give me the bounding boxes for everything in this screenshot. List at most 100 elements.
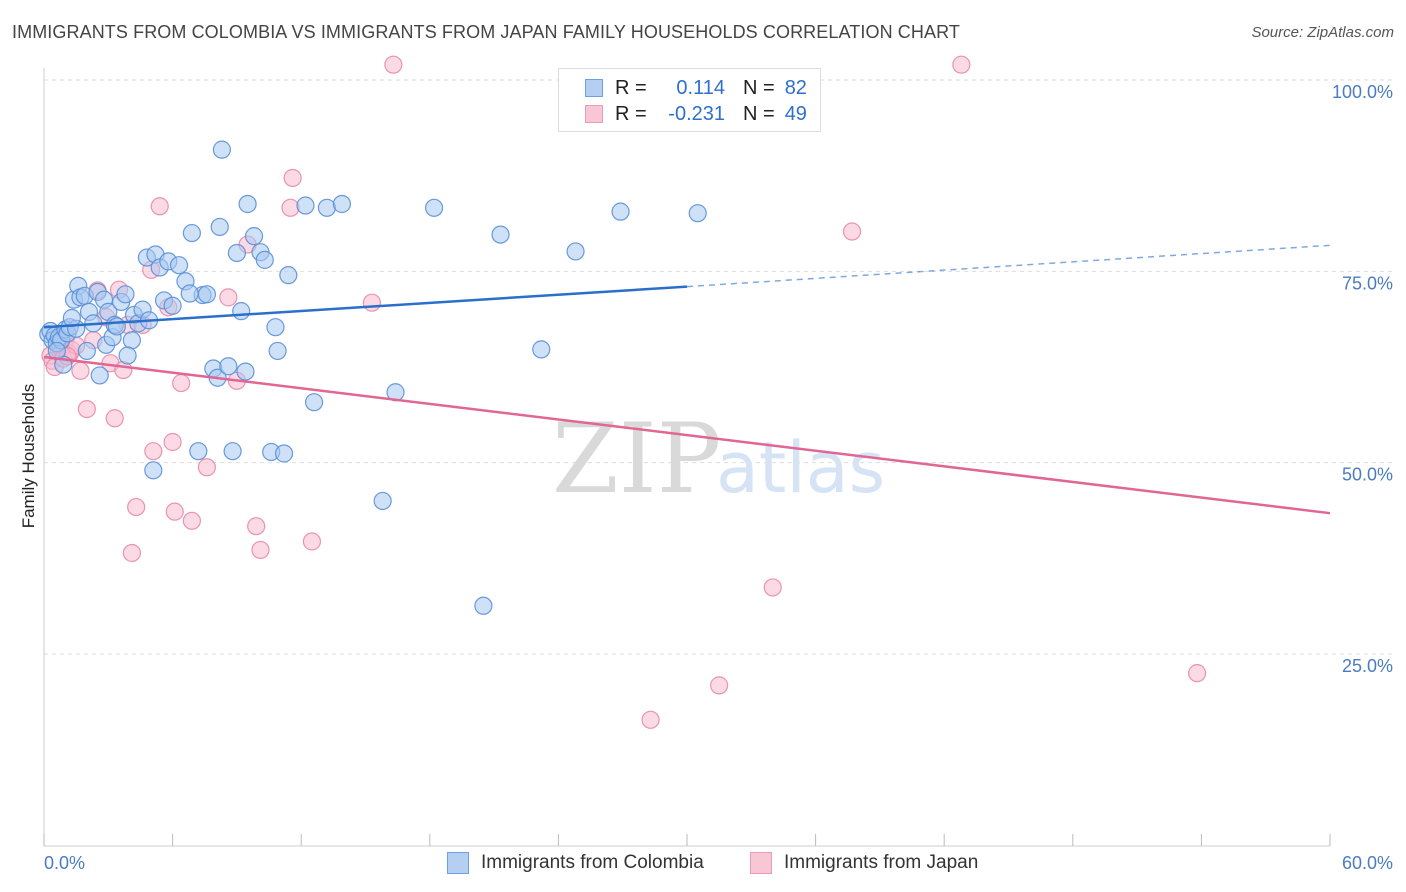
watermark: ZIP atlas — [552, 403, 885, 515]
chart-source: Source: ZipAtlas.com — [1251, 24, 1394, 41]
y-tick-label: 25.0% — [1342, 656, 1393, 676]
data-point — [71, 361, 90, 380]
data-point — [317, 198, 337, 217]
y-tick-label: 100.0% — [1332, 82, 1393, 102]
data-point — [77, 341, 96, 361]
data-point — [163, 432, 182, 452]
series-legend: Immigrants from Colombia Immigrants from… — [0, 852, 1406, 878]
data-point — [304, 393, 324, 412]
gridlines — [44, 79, 1392, 655]
data-point — [296, 196, 315, 215]
data-point — [611, 202, 630, 221]
data-point — [223, 442, 242, 461]
data-point — [362, 293, 382, 312]
data-point — [144, 461, 163, 480]
data-point — [77, 399, 96, 419]
data-point — [107, 317, 126, 336]
data-point — [182, 223, 201, 243]
data-point — [302, 532, 322, 551]
data-point — [255, 250, 274, 269]
trendlines — [43, 244, 1331, 515]
data-point — [169, 256, 189, 275]
data-point — [268, 341, 287, 361]
data-point — [283, 168, 302, 188]
data-point — [251, 540, 270, 560]
data-point — [566, 242, 585, 261]
legend-n-label: N = — [743, 76, 775, 99]
y-axis-label: Family Households — [19, 384, 38, 529]
tick-labels: 25.0% 50.0% 75.0% 100.0% 0.0% 60.0% — [44, 82, 1393, 873]
legend-swatch-japan — [585, 105, 603, 123]
data-point — [279, 266, 298, 285]
data-point — [491, 225, 510, 244]
data-point — [116, 285, 135, 304]
data-point — [710, 676, 729, 695]
chart-title: IMMIGRANTS FROM COLOMBIA VS IMMIGRANTS F… — [12, 22, 960, 42]
data-point — [197, 458, 216, 477]
y-tick-label: 50.0% — [1342, 465, 1393, 485]
data-point — [238, 194, 257, 214]
data-point — [244, 227, 264, 246]
data-point — [842, 222, 862, 241]
data-point — [150, 197, 169, 216]
legend: R = 0.114 N = 82 R = -0.231 N = 49 — [558, 68, 821, 132]
data-point — [266, 318, 285, 337]
data-point — [219, 288, 238, 307]
data-point — [236, 362, 255, 381]
axes — [43, 68, 1331, 847]
data-point — [1188, 664, 1207, 683]
data-point — [532, 340, 551, 359]
legend-swatch-colombia — [585, 79, 603, 97]
data-point — [105, 409, 124, 428]
data-point — [474, 596, 493, 615]
series-legend-label-colombia: Immigrants from Colombia — [481, 852, 704, 873]
data-point — [373, 491, 392, 511]
series-colombia-points — [39, 140, 707, 615]
data-point — [212, 140, 231, 159]
legend-r-value: -0.231 — [668, 102, 725, 125]
data-point — [384, 55, 403, 74]
data-point — [172, 373, 191, 393]
data-point — [219, 357, 238, 376]
legend-row-colombia: R = 0.114 N = 82 — [585, 75, 807, 101]
data-point — [180, 284, 199, 303]
legend-n-label: N = — [743, 102, 775, 125]
series-legend-swatch-colombia — [447, 852, 469, 874]
x-tick-label: 0.0% — [44, 853, 85, 873]
data-point — [122, 543, 141, 563]
series-legend-colombia[interactable]: Immigrants from Colombia — [447, 852, 704, 874]
watermark-zip: ZIP — [552, 403, 721, 515]
series-legend-swatch-japan — [750, 852, 772, 874]
data-point — [227, 243, 246, 263]
legend-r-value: 0.114 — [676, 76, 725, 99]
legend-r-label: R = — [615, 102, 647, 125]
data-point — [641, 710, 660, 729]
data-point — [118, 346, 137, 365]
data-point — [210, 217, 229, 237]
data-point — [127, 497, 146, 517]
data-point — [197, 285, 216, 304]
legend-n-value: 82 — [784, 76, 807, 99]
legend-n-value: 49 — [784, 102, 807, 125]
data-point — [274, 444, 294, 463]
data-point — [281, 198, 300, 217]
data-point — [182, 511, 201, 530]
data-point — [90, 366, 109, 385]
x-tick-label: 60.0% — [1342, 853, 1393, 873]
data-point — [332, 194, 352, 214]
legend-r-label: R = — [615, 76, 647, 99]
legend-row-japan: R = -0.231 N = 49 — [585, 101, 807, 127]
y-tick-label: 75.0% — [1342, 273, 1393, 293]
data-point — [688, 204, 707, 223]
data-point — [232, 302, 251, 321]
data-point — [122, 331, 141, 350]
trendline-japan — [43, 355, 1331, 515]
data-point — [763, 578, 782, 597]
data-point — [163, 296, 182, 315]
data-point — [144, 442, 163, 461]
data-point — [247, 517, 266, 536]
data-point — [189, 442, 208, 461]
data-point — [165, 502, 184, 521]
series-legend-japan[interactable]: Immigrants from Japan — [750, 852, 978, 874]
